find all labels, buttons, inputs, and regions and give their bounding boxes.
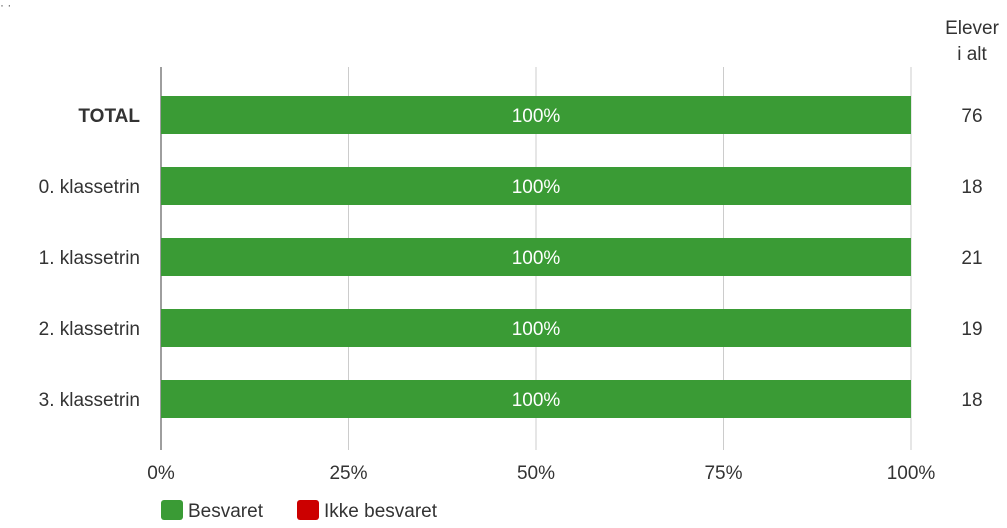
legend-label-besvaret: Besvaret xyxy=(188,501,264,522)
legend: Besvaret Ikke besvaret xyxy=(161,500,438,522)
bar-value-label-3: 100% xyxy=(512,319,561,340)
bar-besvaret-2 xyxy=(161,238,911,276)
legend-label-ikke-besvaret: Ikke besvaret xyxy=(324,501,438,522)
bar-value-label-2: 100% xyxy=(512,248,561,269)
x-tick-label-100: 100% xyxy=(887,463,936,484)
legend-swatch-ikke-besvaret xyxy=(297,500,319,520)
corner-mark: · · xyxy=(0,0,12,12)
bars-layer xyxy=(161,96,911,418)
bar-value-label-0: 100% xyxy=(512,106,561,127)
category-label-0: TOTAL xyxy=(78,106,140,127)
bar-value-label-1: 100% xyxy=(512,177,561,198)
category-label-4: 3. klassetrin xyxy=(39,390,140,411)
x-tick-label-0: 0% xyxy=(147,463,175,484)
total-count-1: 18 xyxy=(961,177,982,198)
bar-besvaret-1 xyxy=(161,167,911,205)
total-count-3: 19 xyxy=(961,319,982,340)
x-tick-label-25: 25% xyxy=(329,463,367,484)
bar-besvaret-4 xyxy=(161,380,911,418)
total-count-0: 76 xyxy=(961,106,982,127)
totals-header-line-1: Elever xyxy=(945,18,1000,39)
category-label-2: 1. klassetrin xyxy=(39,248,140,269)
x-tick-label-75: 75% xyxy=(704,463,742,484)
category-label-1: 0. klassetrin xyxy=(39,177,140,198)
legend-swatch-besvaret xyxy=(161,500,183,520)
total-count-2: 21 xyxy=(961,248,982,269)
bar-value-label-4: 100% xyxy=(512,390,561,411)
labels-layer: Elever i alt 0% 25% 50% 75% 100% 100% TOTAL 76 1… xyxy=(39,18,1000,484)
x-tick-label-50: 50% xyxy=(517,463,555,484)
category-label-3: 2. klassetrin xyxy=(39,319,140,340)
bar-besvaret-0 xyxy=(161,96,911,134)
bar-besvaret-3 xyxy=(161,309,911,347)
totals-header-line-2: i alt xyxy=(957,44,987,65)
total-count-4: 18 xyxy=(961,390,982,411)
